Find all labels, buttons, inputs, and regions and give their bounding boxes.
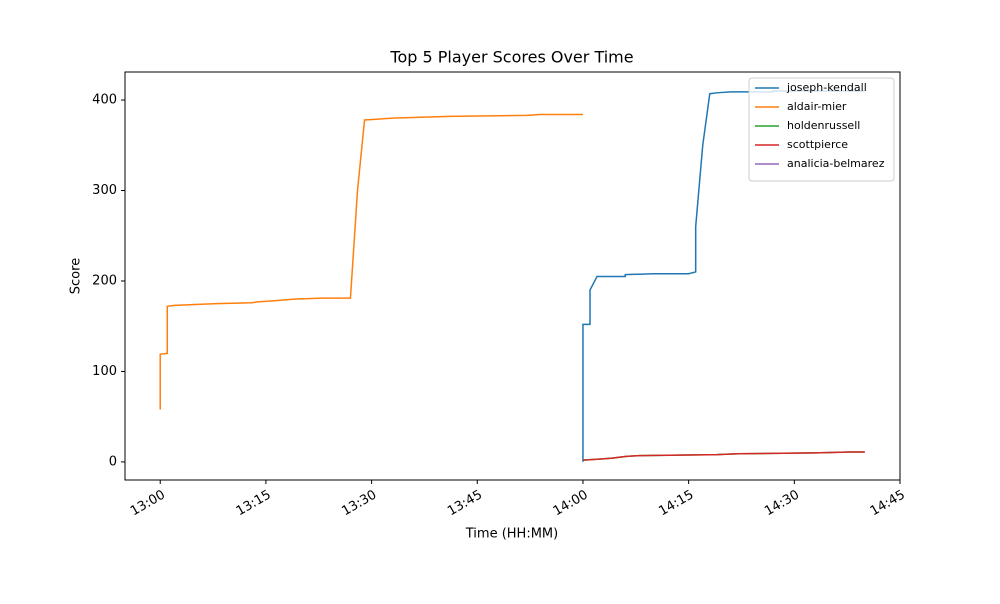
legend-label: scottpierce	[787, 138, 848, 151]
x-tick-label: 13:45	[445, 488, 485, 520]
x-tick-label: 14:30	[762, 488, 802, 520]
x-tick-label: 13:15	[234, 488, 274, 520]
series-line	[582, 451, 865, 461]
y-tick-label: 200	[92, 273, 117, 288]
legend-label: analicia-belmarez	[787, 157, 885, 170]
y-tick-label: 300	[92, 183, 117, 198]
x-tick-label: 14:00	[551, 488, 591, 520]
legend: joseph-kendall aldair-mier holdenrussell sc…	[748, 77, 895, 182]
plot-frame	[124, 71, 901, 481]
legend-label: holdenrussell	[787, 119, 860, 132]
series-line	[159, 113, 583, 410]
legend-label: joseph-kendall	[786, 81, 867, 94]
y-tick-label: 400	[92, 93, 117, 108]
x-tick-label: 13:30	[339, 488, 379, 520]
x-axis-label: Time (HH:MM)	[465, 527, 558, 542]
legend-box	[748, 77, 895, 182]
series-line	[582, 90, 865, 462]
x-tick-label: 14:45	[868, 488, 908, 520]
y-tick-label: 0	[109, 454, 117, 469]
y-axis-label: Score	[69, 258, 84, 294]
legend-label: aldair-mier	[787, 100, 847, 113]
chart-title: Top 5 Player Scores Over Time	[389, 48, 633, 67]
x-tick-label: 14:15	[656, 488, 696, 520]
x-tick-label: 13:00	[128, 488, 168, 520]
y-tick-label: 100	[92, 364, 117, 379]
